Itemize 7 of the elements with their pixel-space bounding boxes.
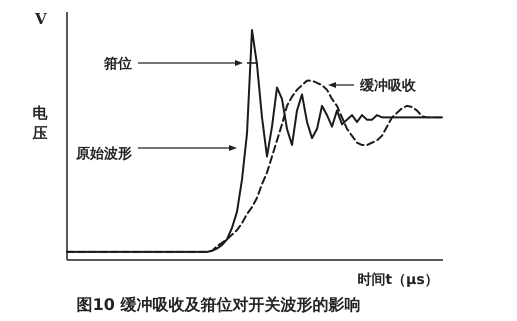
- annotation: 缓冲吸收: [359, 78, 417, 94]
- x-axis-title: 时间t（μs）: [357, 272, 439, 288]
- y-axis-title: 电压: [32, 104, 48, 142]
- text: 图10 缓冲吸收及箝位对开关波形的影响: [76, 295, 360, 314]
- annotation: 原始波形: [75, 146, 132, 162]
- text: V: [34, 10, 47, 28]
- annotation: 箝位: [103, 56, 132, 72]
